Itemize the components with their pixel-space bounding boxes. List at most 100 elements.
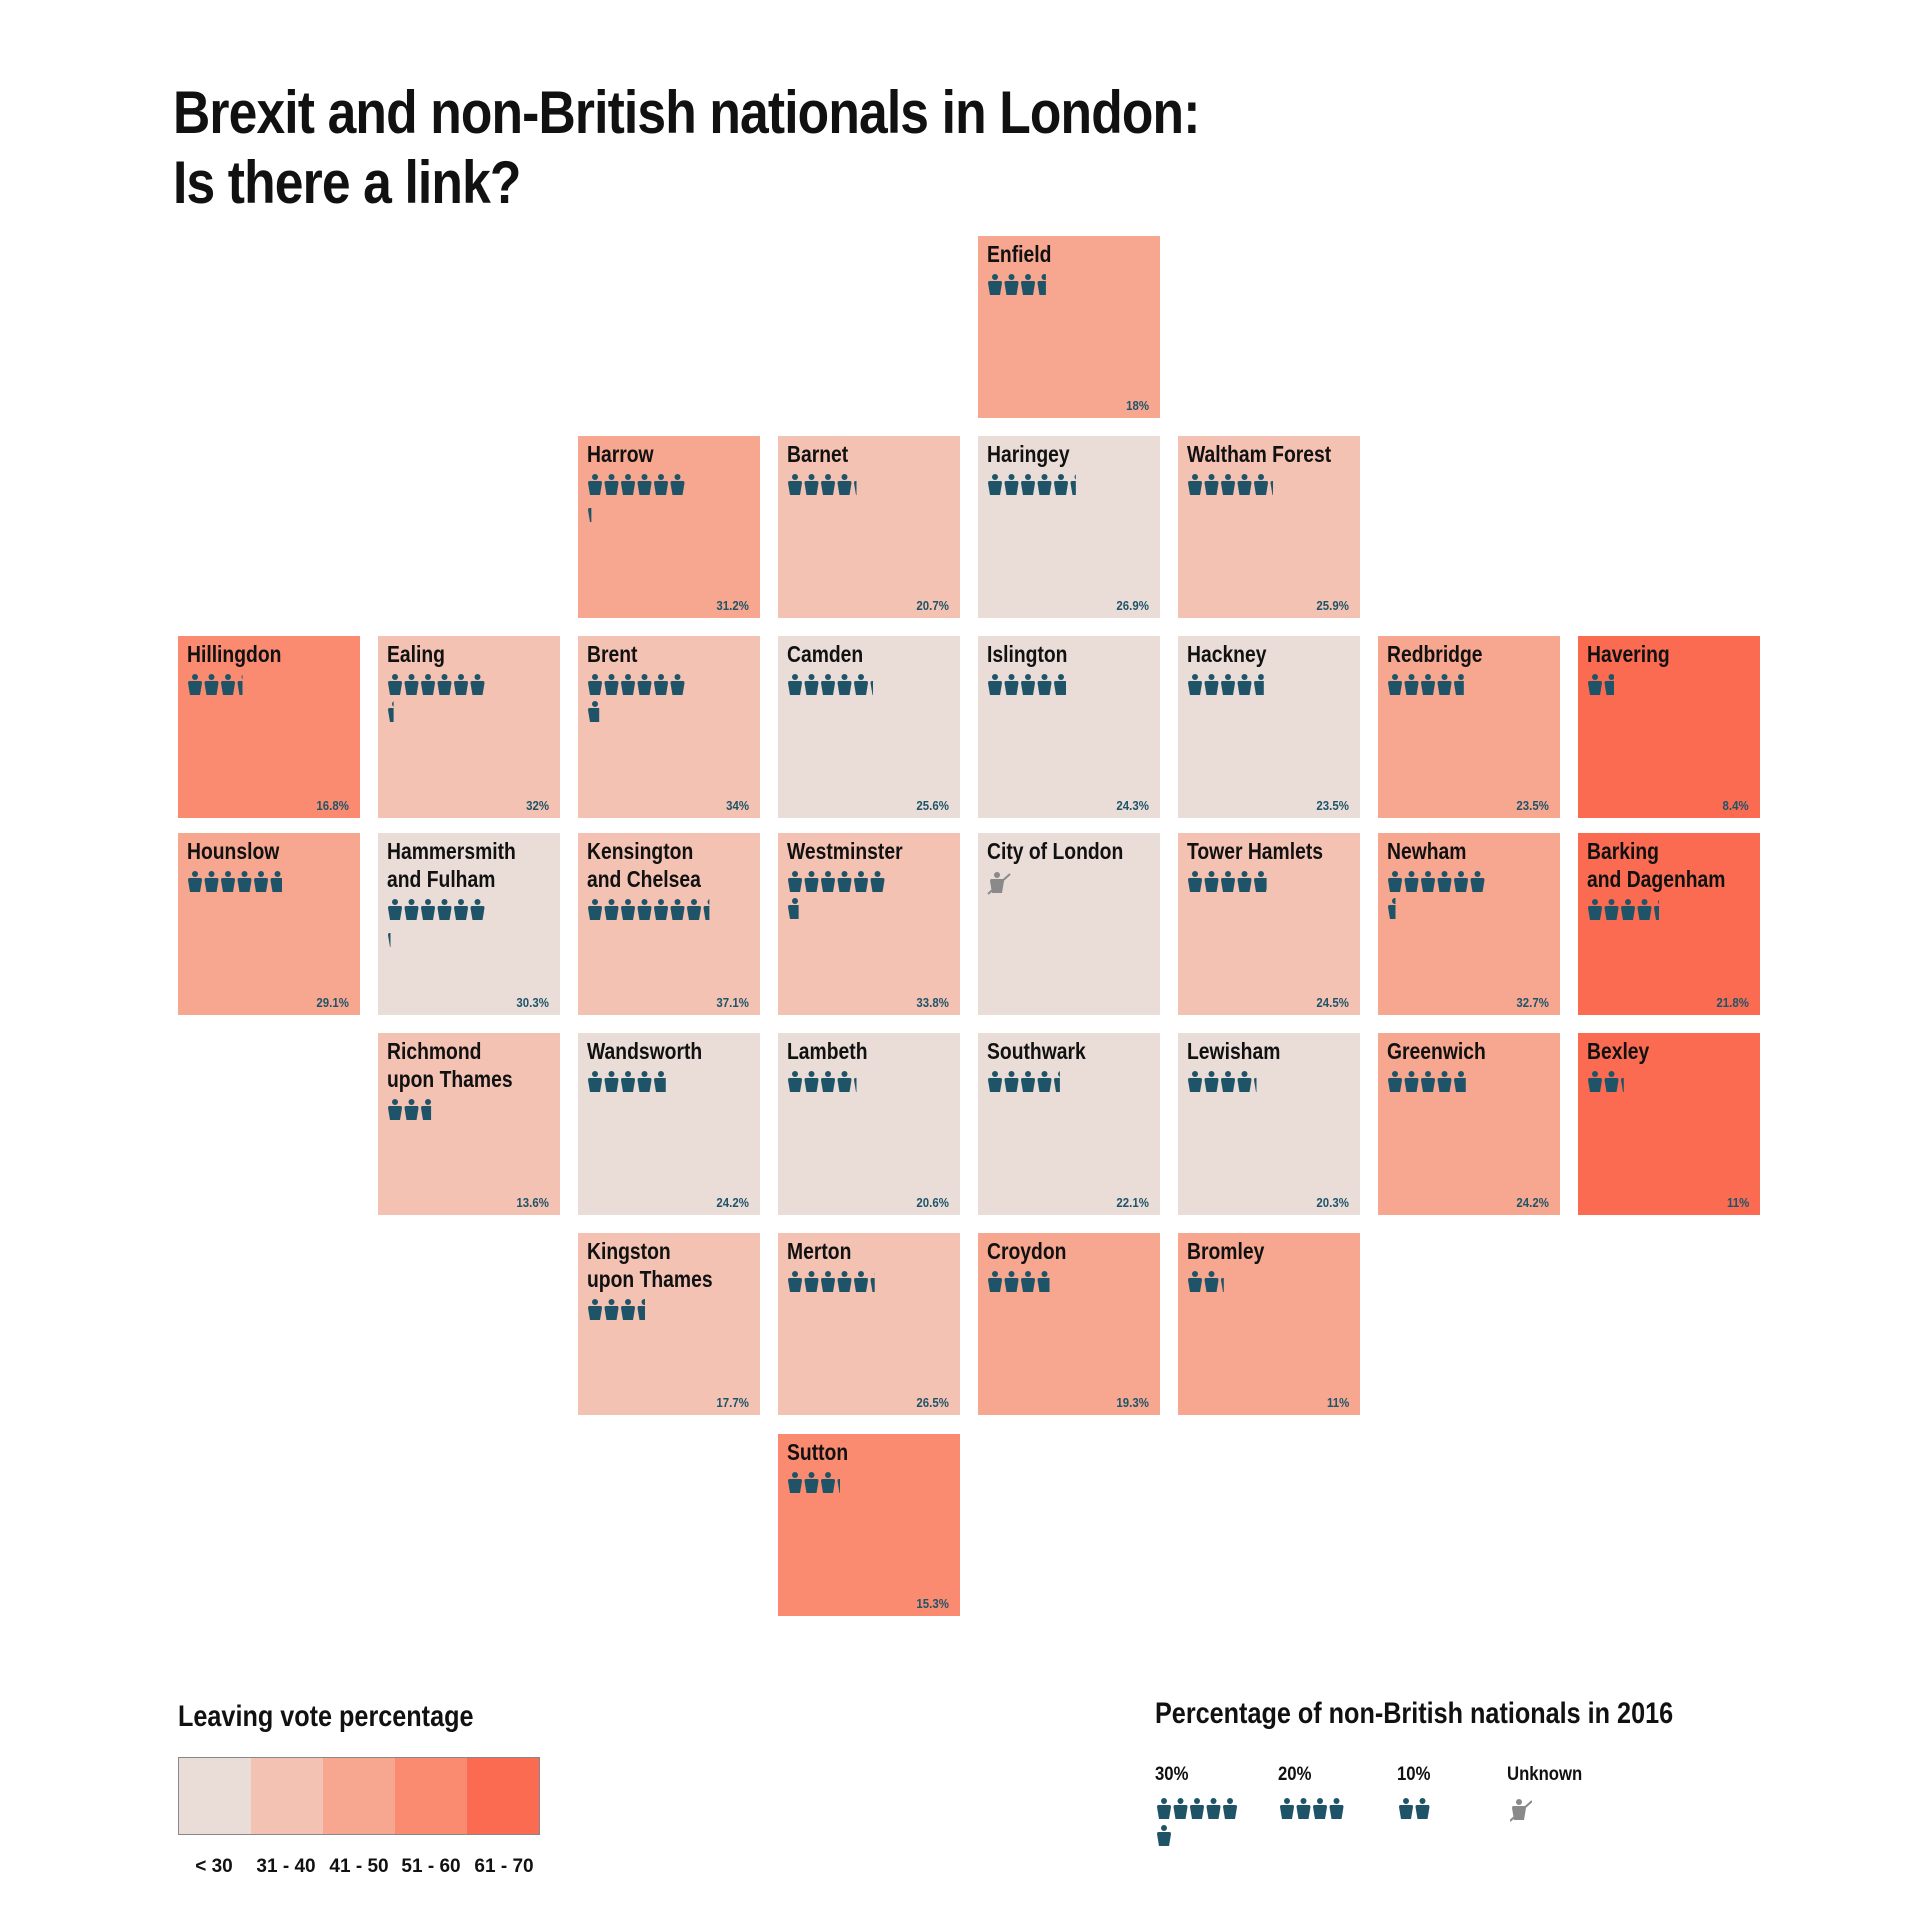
borough-tile: Hounslow 29.1%: [178, 833, 360, 1015]
person-icon: [1021, 274, 1035, 295]
borough-figures: [388, 899, 558, 953]
borough-tile: Hillingdon 16.8%: [178, 636, 360, 818]
person-icon: [188, 871, 202, 892]
borough-foreign-percentage: 24.5%: [1316, 995, 1349, 1010]
person-icon: [988, 1071, 1002, 1092]
nationals-figures: [388, 1099, 432, 1120]
person-icon: [470, 674, 485, 695]
person-icon: [837, 1271, 852, 1292]
borough-tile: Harrow 31.2%: [578, 436, 760, 618]
person-icon: [837, 474, 852, 495]
nationals-figures: [1388, 674, 1464, 695]
nationals-figures: [1388, 1071, 1466, 1092]
person-icon: [1237, 474, 1252, 495]
borough-figures: [988, 274, 1158, 301]
person-icon: [1421, 674, 1435, 695]
nationals-figures: [788, 674, 873, 695]
person-icon: [1037, 1071, 1052, 1092]
person-icon: [604, 674, 619, 695]
person-icon: [804, 674, 819, 695]
person-icon: [988, 274, 1002, 295]
borough-name: Greenwich: [1387, 1038, 1486, 1064]
person-icon: [1221, 674, 1235, 695]
person-icon: [703, 899, 710, 920]
borough-tile: Lambeth 20.6%: [778, 1033, 960, 1215]
person-icon: [654, 674, 668, 695]
person-icon: [637, 674, 652, 695]
person-icon: [837, 674, 852, 695]
borough-foreign-percentage: 20.6%: [916, 1195, 949, 1210]
borough-figures: [1188, 1271, 1358, 1298]
person-icon: [1221, 871, 1235, 892]
borough-name: Islington: [987, 641, 1068, 667]
person-icon: [988, 1271, 1002, 1292]
nationals-key-figures: [1509, 1798, 1533, 1829]
person-icon: [1270, 481, 1274, 495]
person-icon: [804, 871, 819, 892]
person-icon: [421, 899, 435, 920]
person-icon: [1654, 899, 1660, 920]
person-icon: [1254, 674, 1264, 695]
borough-foreign-percentage: 30.3%: [516, 995, 549, 1010]
borough-figures: [988, 1271, 1158, 1298]
person-icon: [821, 871, 835, 892]
person-icon: [654, 474, 668, 495]
nationals-figures: [1399, 1798, 1430, 1819]
person-icon: [1004, 674, 1019, 695]
page-title: Brexit and non-British nationals in Lond…: [173, 79, 1200, 216]
person-icon: [388, 701, 394, 722]
nationals-figures: [1188, 674, 1264, 695]
person-icon: [821, 1071, 835, 1092]
person-icon: [854, 481, 857, 495]
borough-figures: [1388, 871, 1558, 925]
person-icon: [804, 1271, 819, 1292]
borough-foreign-percentage: 8.4%: [1722, 798, 1749, 813]
borough-foreign-percentage: 20.3%: [1316, 1195, 1349, 1210]
borough-foreign-percentage: 21.8%: [1716, 995, 1749, 1010]
borough-figures: [588, 899, 758, 926]
borough-name: Barnet: [787, 441, 849, 467]
borough-figures: [1588, 899, 1758, 926]
borough-figures: [788, 1472, 958, 1499]
person-icon: [821, 674, 835, 695]
person-icon: [1204, 1071, 1219, 1092]
person-icon: [1070, 474, 1076, 495]
person-icon: [1404, 871, 1419, 892]
leave-legend-title: Leaving vote percentage: [178, 1700, 474, 1733]
leave-color-scale: [178, 1757, 540, 1835]
person-icon: [221, 871, 235, 892]
borough-name: Hounslow: [187, 838, 280, 864]
borough-figures: [188, 871, 358, 898]
person-icon: [1054, 1071, 1060, 1092]
person-icon: [1588, 674, 1602, 695]
person-icon: [854, 674, 868, 695]
person-icon: [588, 1071, 602, 1092]
unknown-slash-icon: [987, 873, 1011, 895]
person-icon: [1054, 674, 1067, 695]
person-icon: [637, 474, 652, 495]
person-icon: [1313, 1798, 1327, 1819]
borough-tile: Kingston upon Thames 17.7%: [578, 1233, 760, 1415]
borough-tile: Redbridge 23.5%: [1378, 636, 1560, 818]
person-icon: [1221, 1071, 1235, 1092]
person-icon: [1604, 899, 1619, 920]
borough-figures: [388, 674, 558, 728]
person-icon: [1421, 871, 1435, 892]
person-icon: [1221, 1278, 1224, 1292]
borough-name: City of London: [987, 838, 1124, 864]
person-icon: [1388, 898, 1396, 919]
person-icon: [1188, 674, 1202, 695]
person-icon: [1004, 474, 1019, 495]
person-icon: [1221, 474, 1235, 495]
nationals-figures: [1188, 1271, 1224, 1292]
person-icon: [604, 474, 619, 495]
leave-swatch-1: [179, 1758, 251, 1834]
borough-name: Kensington and Chelsea: [587, 838, 701, 892]
person-icon: [1204, 674, 1219, 695]
person-icon: [437, 674, 452, 695]
person-icon: [1204, 871, 1219, 892]
person-icon: [1037, 474, 1052, 495]
borough-foreign-percentage: 11%: [1726, 1195, 1749, 1210]
borough-foreign-percentage: 32.7%: [1516, 995, 1549, 1010]
borough-name: Lambeth: [787, 1038, 868, 1064]
